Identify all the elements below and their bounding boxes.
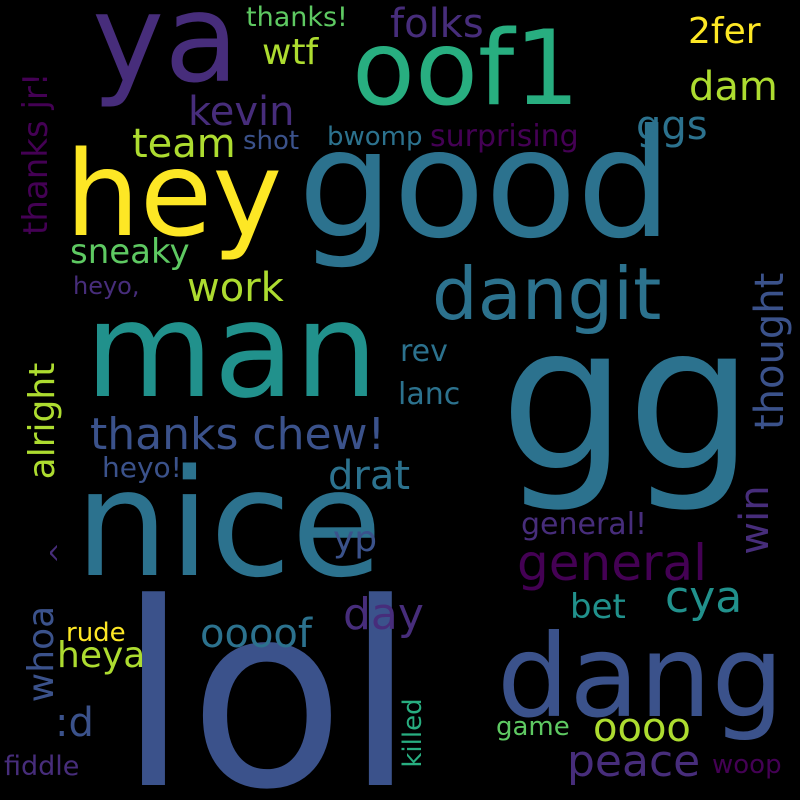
word-heya: heya xyxy=(57,635,146,676)
word-dangit: dangit xyxy=(432,252,662,336)
word-yp: yp xyxy=(333,519,378,560)
word-bwomp: bwomp xyxy=(327,122,423,152)
word-kevin: kevin xyxy=(188,89,295,135)
word-lanc: lanc xyxy=(398,377,461,412)
word-thanks-chew: thanks chew! xyxy=(90,409,386,460)
word-work: work xyxy=(187,265,284,311)
word-rev: rev xyxy=(400,334,448,369)
word-lol: lol xyxy=(118,549,416,800)
word-man: man xyxy=(85,274,379,428)
word-ya: ya xyxy=(92,0,239,110)
word-game: game xyxy=(496,712,570,742)
word-heyo-comma: heyo, xyxy=(73,272,140,300)
word-hey: hey xyxy=(65,125,283,263)
word-surprising: surprising xyxy=(430,119,579,154)
word-general-excl: general! xyxy=(521,507,648,542)
word-caret: ^ xyxy=(46,542,76,564)
word-fiddle: fiddle xyxy=(4,751,80,782)
word-whoa: whoa xyxy=(21,605,62,703)
word-drat: drat xyxy=(328,453,411,499)
word-bet: bet xyxy=(570,587,626,627)
word-win: win xyxy=(732,485,778,555)
word-wtf: wtf xyxy=(262,32,319,73)
word-heyo-excl: heyo! xyxy=(102,451,182,484)
word-oooof: oooof xyxy=(200,611,312,657)
word-dam: dam xyxy=(689,64,778,110)
word-peace: peace xyxy=(567,736,701,787)
word-woop: woop xyxy=(712,750,782,780)
word-thanks-jr: thanks jr! xyxy=(16,72,56,235)
word-nice: nice xyxy=(75,438,383,610)
word-2fer: 2fer xyxy=(688,11,761,52)
word-ggs: ggs xyxy=(636,103,708,149)
word-general: general xyxy=(517,534,708,592)
word-alright: alright xyxy=(22,362,63,480)
word-thought: thought xyxy=(747,272,793,430)
word-good: good xyxy=(298,98,672,272)
word-day: day xyxy=(343,589,424,640)
word-killed: killed xyxy=(398,698,428,768)
word-gg: gg xyxy=(500,283,754,516)
word-cya: cya xyxy=(665,572,743,623)
word-thanks-excl: thanks! xyxy=(246,2,348,33)
word-colon-d: :d xyxy=(55,700,94,746)
word-oooo: oooo xyxy=(593,705,691,751)
word-dang: dang xyxy=(497,610,784,743)
word-folks: folks xyxy=(390,1,484,47)
word-oof1: oof1 xyxy=(352,9,580,129)
word-shot: shot xyxy=(243,126,300,156)
word-sneaky: sneaky xyxy=(70,232,190,272)
word-rude: rude xyxy=(66,618,126,648)
word-team: team xyxy=(132,121,236,167)
